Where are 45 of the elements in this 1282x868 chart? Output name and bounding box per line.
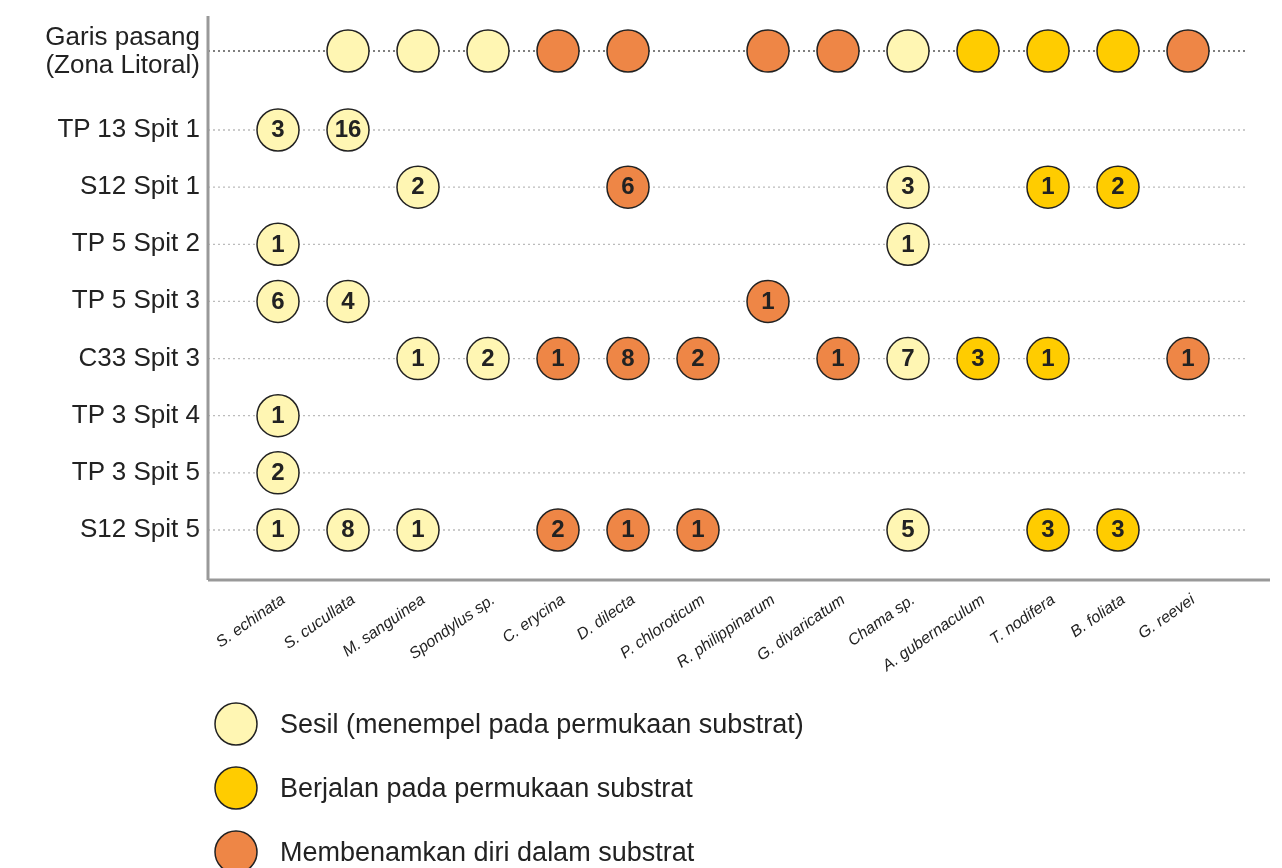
data-label: 2 (271, 458, 285, 486)
data-label: 3 (1111, 515, 1125, 543)
y-tick-label: Garis pasang (Zona Litoral) (45, 20, 200, 79)
data-label: 1 (411, 515, 425, 543)
y-tick-label: C33 Spit 3 (78, 341, 200, 372)
legend-label: Sesil (menempel pada permukaan substrat) (280, 709, 804, 740)
data-label: 3 (271, 115, 285, 143)
data-label: 1 (1041, 343, 1055, 371)
y-tick-label: TP 5 Spit 2 (71, 227, 200, 258)
data-label: 2 (551, 515, 565, 543)
data-label: 1 (691, 515, 705, 543)
data-label: 6 (271, 286, 285, 314)
data-label: 2 (481, 343, 495, 371)
data-label: 1 (621, 515, 635, 543)
data-label: 1 (831, 343, 845, 371)
data-label: 16 (334, 115, 362, 143)
legend-label: Membenamkan diri dalam substrat (280, 837, 695, 868)
data-label: 8 (341, 515, 355, 543)
y-tick-label: S12 Spit 1 (80, 170, 200, 201)
data-label: 4 (341, 286, 356, 314)
data-label: 7 (901, 343, 915, 371)
y-tick-label: TP 3 Spit 5 (71, 455, 200, 486)
data-label: 1 (761, 286, 775, 314)
data-label: 2 (411, 172, 425, 200)
data-label: 3 (971, 343, 985, 371)
y-tick-label: S12 Spit 5 (80, 512, 200, 543)
y-tick-label: TP 13 Spit 1 (57, 112, 200, 143)
data-label: 1 (1041, 172, 1055, 200)
data-label: 1 (271, 229, 285, 257)
data-label: 2 (691, 343, 705, 371)
data-label: 2 (1111, 172, 1125, 200)
y-tick-label: TP 3 Spit 4 (71, 398, 200, 429)
data-label: 1 (551, 343, 565, 371)
data-label: 1 (1181, 343, 1195, 371)
data-label: 1 (271, 401, 285, 429)
data-label: 1 (901, 229, 915, 257)
data-label: 1 (411, 343, 425, 371)
data-label: 8 (621, 343, 635, 371)
data-label: 5 (901, 515, 915, 543)
legend-label: Berjalan pada permukaan substrat (280, 773, 694, 804)
data-label: 3 (1041, 515, 1055, 543)
y-tick-label: TP 5 Spit 3 (71, 284, 200, 315)
data-label: 1 (271, 515, 285, 543)
data-label: 3 (901, 172, 915, 200)
data-label: 6 (621, 172, 635, 200)
